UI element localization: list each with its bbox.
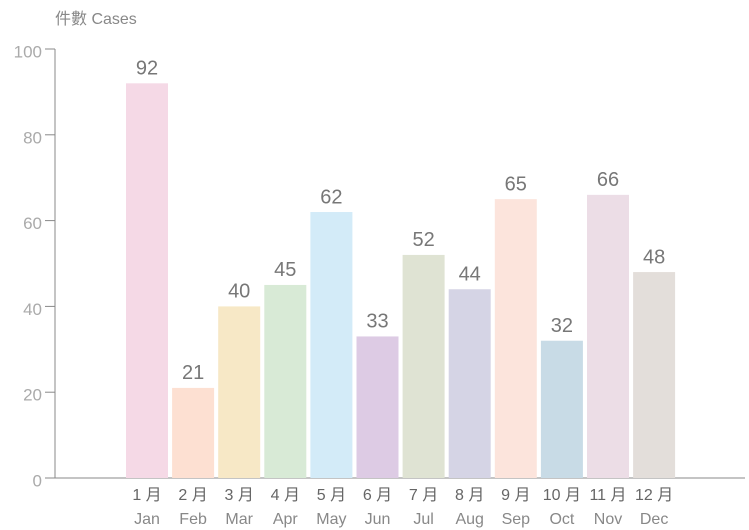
value-label: 40 [228, 281, 250, 303]
x-tick-label: 4 月 [271, 487, 300, 504]
y-tick-label: 100 [14, 42, 42, 61]
x-tick-label: 9 月 [501, 487, 530, 504]
value-label: 33 [366, 311, 388, 333]
x-tick-label: 7 月 [409, 487, 438, 504]
x-tick-label: 11 月 [589, 487, 626, 504]
x-tick-label: 5 月 [317, 487, 346, 504]
x-tick-label: 12 月 [635, 487, 673, 504]
x-tick-label: May [316, 511, 346, 528]
bar [633, 272, 676, 478]
value-label: 32 [551, 315, 573, 337]
bar [540, 340, 583, 478]
y-tick-label: 0 [33, 471, 42, 490]
x-tick-label: 6 月 [363, 487, 392, 504]
value-label: 65 [505, 173, 527, 195]
x-tick-label: 3 月 [225, 487, 254, 504]
value-label: 66 [597, 169, 619, 191]
bar [310, 212, 353, 478]
x-tick-label: Jan [134, 511, 160, 528]
x-tick-label: Jun [365, 511, 391, 528]
x-tick-label: 1 月 [132, 487, 161, 504]
bar [126, 83, 168, 478]
bar [494, 199, 537, 478]
bar [172, 387, 215, 478]
x-tick-label: Feb [179, 511, 207, 528]
y-tick-label: 40 [23, 300, 42, 319]
y-tick-label: 20 [23, 386, 42, 405]
y-axis-label: 件數 Cases [55, 10, 137, 28]
x-tick-label: 8 月 [455, 487, 484, 504]
value-label: 48 [643, 246, 665, 268]
x-tick-label: Sep [502, 511, 531, 528]
value-label: 52 [412, 229, 434, 251]
x-tick-label: Aug [455, 511, 483, 528]
x-tick-label: Oct [549, 511, 574, 528]
value-label: 44 [459, 264, 481, 286]
bar [587, 194, 629, 479]
x-tick-label: Nov [594, 511, 622, 528]
value-label: 92 [136, 58, 158, 80]
y-tick-label: 60 [23, 214, 42, 233]
x-tick-label: Apr [273, 511, 299, 528]
bar [402, 254, 445, 478]
bar [218, 306, 261, 478]
y-tick-label: 80 [23, 128, 42, 147]
x-tick-label: 10 月 [543, 487, 581, 504]
value-label: 21 [182, 362, 204, 384]
value-label: 45 [274, 259, 296, 281]
bar [264, 284, 307, 478]
bar [448, 289, 491, 478]
x-tick-label: Jul [413, 511, 433, 528]
value-label: 62 [320, 186, 342, 208]
x-tick-label: 2 月 [178, 487, 207, 504]
x-tick-label: Dec [640, 511, 668, 528]
bar [356, 336, 399, 478]
x-tick-label: Mar [225, 511, 253, 528]
